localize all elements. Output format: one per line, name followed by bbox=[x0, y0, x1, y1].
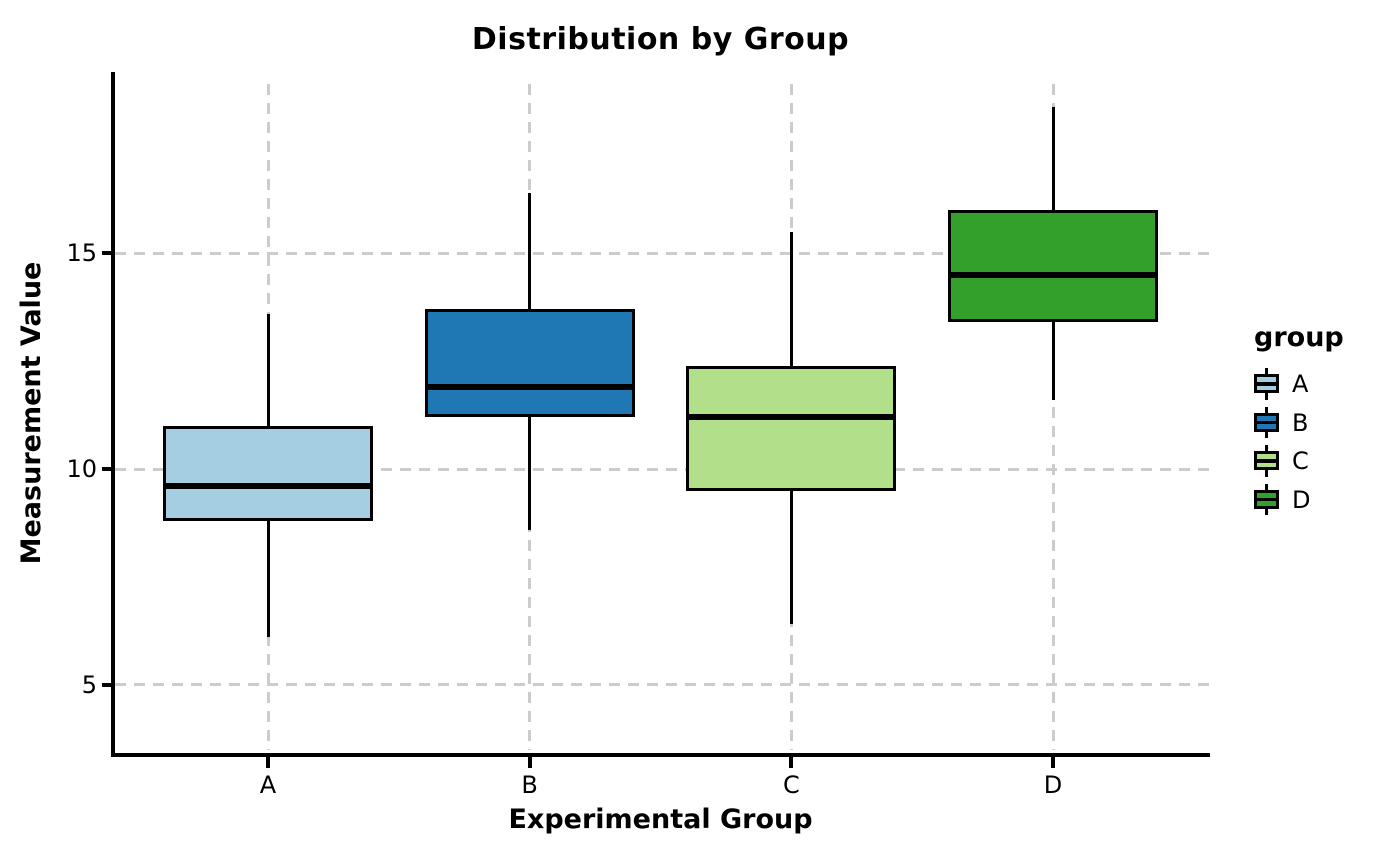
whisker-bottom-D bbox=[1051, 322, 1055, 401]
legend-glyph-whisker-bottom bbox=[1265, 470, 1268, 477]
legend-glyph-whisker-bottom bbox=[1265, 431, 1268, 439]
gridline-horizontal-10 bbox=[115, 467, 1214, 471]
y-tick-10 bbox=[102, 467, 111, 472]
box-C bbox=[686, 365, 897, 491]
y-tick-label-10: 10 bbox=[66, 455, 97, 484]
whisker-top-D bbox=[1051, 106, 1055, 211]
y-axis-title: Measurement Value bbox=[16, 261, 47, 565]
legend-glyph-whisker-bottom bbox=[1265, 508, 1268, 516]
x-tick-label-D: D bbox=[1043, 771, 1063, 799]
box-B bbox=[424, 309, 635, 418]
x-tick-label-C: C bbox=[782, 771, 800, 799]
x-tick-C bbox=[789, 757, 794, 768]
x-tick-D bbox=[1051, 757, 1055, 768]
y-axis-line bbox=[111, 72, 115, 757]
chart-title: Distribution by Group bbox=[471, 22, 850, 57]
legend-title: group bbox=[1254, 322, 1344, 353]
x-tick-B bbox=[527, 757, 532, 768]
y-tick-5 bbox=[102, 682, 111, 687]
legend-glyph-whisker-bottom bbox=[1265, 393, 1268, 400]
legend-entry-label: B bbox=[1292, 408, 1309, 437]
x-tick-A bbox=[266, 757, 270, 768]
legend-glyph-whisker-top bbox=[1265, 445, 1268, 452]
boxplot-key-icon bbox=[1254, 483, 1279, 516]
median-D bbox=[951, 271, 1155, 278]
gridline-vertical-D bbox=[1051, 84, 1055, 750]
legend-entry-C: C bbox=[1246, 442, 1400, 481]
y-tick-label-5: 5 bbox=[81, 670, 97, 699]
legend-glyph-median bbox=[1257, 420, 1276, 425]
x-axis-title: Experimental Group bbox=[508, 804, 813, 835]
legend-entry-D: D bbox=[1246, 481, 1400, 520]
median-A bbox=[166, 483, 370, 490]
y-tick-15 bbox=[102, 251, 111, 256]
whisker-bottom-C bbox=[789, 490, 793, 625]
whisker-bottom-B bbox=[528, 417, 532, 530]
whisker-top-B bbox=[528, 192, 532, 310]
legend-entry-A: A bbox=[1246, 365, 1400, 404]
legend-glyph-median bbox=[1257, 459, 1276, 463]
gridline-horizontal-5 bbox=[115, 683, 1214, 687]
legend-glyph-whisker-top bbox=[1265, 483, 1268, 491]
legend-glyph-whisker-top bbox=[1265, 368, 1268, 375]
median-C bbox=[689, 414, 894, 421]
x-tick-label-A: A bbox=[259, 771, 277, 799]
x-axis-line bbox=[111, 753, 1210, 757]
gridline-horizontal-15 bbox=[115, 251, 1214, 255]
boxplot-key-icon bbox=[1254, 368, 1279, 400]
y-tick-label-15: 15 bbox=[66, 239, 97, 268]
legend-glyph-whisker-top bbox=[1265, 406, 1268, 414]
box-A bbox=[163, 425, 373, 521]
whisker-top-C bbox=[789, 231, 793, 366]
legend-glyph-median bbox=[1257, 382, 1276, 386]
median-B bbox=[427, 384, 632, 391]
whisker-top-A bbox=[266, 313, 270, 426]
boxplot-key-icon bbox=[1254, 406, 1279, 439]
legend-entry-label: C bbox=[1292, 447, 1309, 476]
legend-glyph-median bbox=[1257, 497, 1276, 502]
boxplot-key-icon bbox=[1254, 445, 1279, 477]
whisker-bottom-A bbox=[266, 520, 270, 638]
legend-entry-B: B bbox=[1246, 404, 1400, 443]
legend-entry-label: D bbox=[1292, 485, 1311, 514]
legend-entry-label: A bbox=[1292, 370, 1309, 399]
box-D bbox=[948, 210, 1158, 323]
x-tick-label-B: B bbox=[521, 771, 538, 799]
